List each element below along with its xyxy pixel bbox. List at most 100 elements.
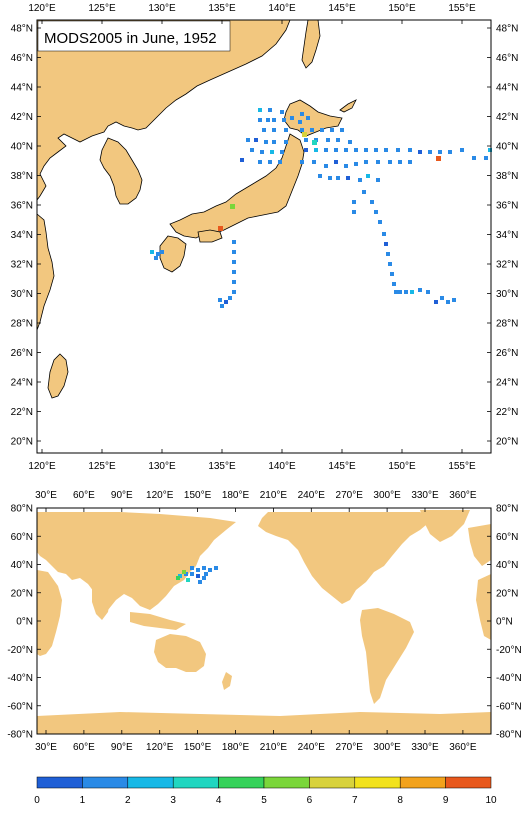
land-new-zealand — [222, 672, 232, 690]
observation-cell — [304, 148, 308, 152]
lat-tick-label: 34°N — [11, 230, 33, 241]
land-africa-east — [476, 574, 491, 640]
global-lon-tick-label: 330°E — [411, 742, 439, 753]
land-korea — [99, 137, 143, 205]
global-observation-cells — [176, 566, 218, 584]
lat-tick-label: 46°N — [11, 53, 33, 64]
land-antarctica — [37, 712, 491, 734]
global-lon-tick-label: 330°E — [411, 490, 439, 501]
map-title: MODS2005 in June, 1952 — [44, 30, 217, 47]
colorbar-label: 1 — [80, 795, 86, 806]
lon-tick-label: 150°E — [388, 3, 416, 14]
observation-cell — [280, 110, 284, 114]
observation-cell — [344, 164, 348, 168]
observation-cell — [336, 138, 340, 142]
global-lon-tick-label: 180°E — [222, 742, 250, 753]
lat-tick-label: 28°N — [496, 319, 518, 330]
observation-cell — [410, 290, 414, 294]
lon-tick-label: 140°E — [268, 461, 296, 472]
observation-cell — [330, 128, 334, 132]
observation-cell — [154, 256, 158, 260]
lon-tick-label: 155°E — [448, 3, 476, 14]
colorbar-label: 7 — [352, 795, 358, 806]
lat-tick-label: 40°N — [496, 142, 518, 153]
observation-cell — [160, 250, 164, 254]
lat-tick-label: 42°N — [11, 112, 33, 123]
colorbar-label: 3 — [170, 795, 176, 806]
lat-tick-label: 30°N — [11, 289, 33, 300]
observation-cell — [386, 252, 390, 256]
observation-cell — [364, 148, 368, 152]
land-shikoku — [197, 229, 223, 243]
global-lon-tick-label: 150°E — [184, 742, 212, 753]
global-lat-tick-label: 0°N — [16, 617, 33, 628]
observation-cell — [268, 160, 272, 164]
observation-cell — [318, 174, 322, 178]
observation-cell — [352, 200, 356, 204]
global-lon-tick-label: 120°E — [146, 742, 174, 753]
observation-cell — [354, 148, 358, 152]
global-observation-cell — [190, 566, 194, 570]
colorbar-segment — [218, 776, 265, 789]
land-taiwan — [47, 353, 69, 399]
observation-cell — [300, 128, 304, 132]
lon-tick-label: 135°E — [208, 461, 236, 472]
global-lon-tick-label: 30°E — [35, 742, 57, 753]
observation-cell — [156, 252, 160, 256]
observation-cell — [300, 160, 304, 164]
global-observation-cell — [202, 576, 206, 580]
land-sakhalin — [301, 19, 321, 69]
colorbar-segment — [263, 776, 310, 789]
colorbar-label: 10 — [485, 795, 497, 806]
observation-cell — [370, 200, 374, 204]
observation-cell — [354, 162, 358, 166]
observation-cell-high — [436, 156, 441, 161]
observation-cell — [348, 140, 352, 144]
observation-cell — [426, 290, 430, 294]
global-lon-tick-label: 90°E — [111, 742, 133, 753]
global-map: 30°E 30°E 60°E 60°E 90°E 90°E 120°E 120°E 150°E 1… — [7, 490, 521, 753]
observation-cell — [404, 290, 408, 294]
land-asia-mainland — [36, 19, 291, 202]
global-lon-tick-label: 300°E — [373, 490, 401, 501]
observation-cell — [268, 108, 272, 112]
observation-cell — [440, 296, 444, 300]
global-observation-cell — [208, 568, 212, 572]
global-lon-tick-label: 270°E — [336, 490, 364, 501]
lon-tick-label: 140°E — [268, 3, 296, 14]
global-lon-tick-label: 240°E — [298, 490, 326, 501]
land-india — [92, 586, 110, 620]
lat-tick-label: 22°N — [11, 407, 33, 418]
observation-cell — [326, 138, 330, 142]
lat-tick-label: 44°N — [496, 83, 518, 94]
observation-cell — [398, 290, 402, 294]
global-lon-tick-label: 360°E — [449, 490, 477, 501]
observation-cell — [232, 250, 236, 254]
observation-cell — [282, 118, 286, 122]
global-observation-cell — [176, 576, 180, 580]
lat-tick-label: 36°N — [11, 201, 33, 212]
observation-cell — [298, 120, 302, 124]
observation-cell — [434, 300, 438, 304]
observation-cell — [408, 148, 412, 152]
land-china-coast — [36, 213, 55, 331]
lon-tick-label: 150°E — [388, 461, 416, 472]
observation-cell — [382, 232, 386, 236]
observation-cell — [224, 300, 228, 304]
land-europe-east — [468, 524, 491, 566]
lat-tick-label: 36°N — [496, 201, 518, 212]
colorbar-label: 9 — [443, 795, 449, 806]
observation-cell — [334, 148, 338, 152]
global-lon-tick-label: 150°E — [184, 490, 212, 501]
colorbar-label: 8 — [397, 795, 403, 806]
global-observation-cell — [196, 574, 200, 578]
observation-cell — [220, 304, 224, 308]
observation-cell — [246, 138, 250, 142]
global-lat-tick-label: -20°N — [7, 645, 33, 656]
observation-cell — [374, 148, 378, 152]
observation-cell — [438, 150, 442, 154]
land-kurils — [339, 99, 357, 113]
global-lat-tick-label: -60°N — [7, 701, 33, 712]
global-lon-tick-label: 60°E — [73, 742, 95, 753]
lat-tick-label: 30°N — [496, 289, 518, 300]
